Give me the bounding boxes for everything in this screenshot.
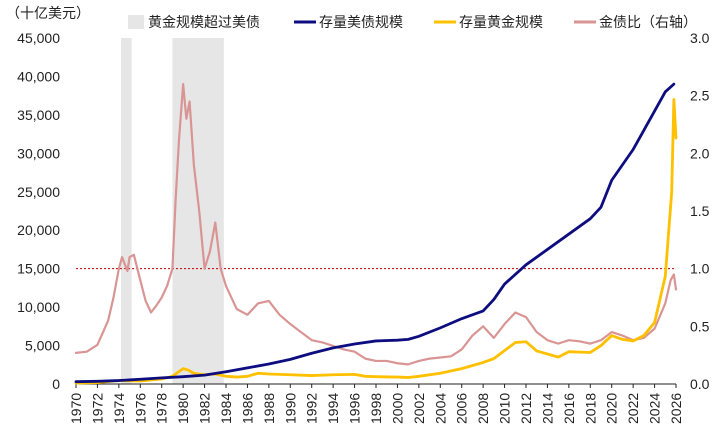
x-tick-label: 2012	[518, 393, 534, 424]
series-line-gold	[74, 98, 678, 385]
right-tick-label: 2.0	[690, 145, 710, 161]
left-tick-label: 5,000	[25, 338, 60, 354]
right-tick-label: 0.0	[690, 376, 710, 392]
x-ticks: 1970 1972 1974 1976 1978 1980 1982 1984 1986 1988…	[68, 384, 684, 424]
legend-shade-swatch	[128, 15, 144, 29]
left-tick-label: 45,000	[17, 30, 60, 46]
x-tick-label: 1978	[154, 393, 170, 424]
x-tick-label: 2008	[475, 393, 491, 424]
x-tick-label: 2006	[454, 393, 470, 424]
x-tick-label: 2026	[668, 393, 684, 424]
right-tick-label: 1.0	[690, 261, 710, 277]
x-tick-label: 2010	[497, 393, 513, 424]
left-tick-label: 25,000	[17, 184, 60, 200]
right-tick-label: 3.0	[690, 30, 710, 46]
right-tick-label: 2.5	[690, 88, 710, 104]
left-tick-label: 20,000	[17, 222, 60, 238]
x-tick-label: 1998	[368, 393, 384, 424]
x-tick-label: 2020	[604, 393, 620, 424]
shaded-periods	[121, 38, 224, 384]
right-ticks: 0.0 0.5 1.0 1.5 2.0 2.5 3.0	[690, 30, 710, 392]
x-tick-label: 1984	[218, 393, 234, 424]
x-tick-label: 1986	[239, 393, 255, 424]
x-tick-label: 1972	[89, 393, 105, 424]
x-tick-label: 2022	[625, 393, 641, 424]
series-line-treasury	[74, 82, 676, 384]
left-axis-unit-label: （十亿美元）	[6, 6, 90, 22]
x-tick-label: 1994	[325, 393, 341, 424]
left-tick-label: 0	[52, 376, 60, 392]
legend: 黄金规模超过美债 存量美债规模 存量黄金规模 金债比（右轴）	[128, 14, 697, 31]
left-tick-label: 10,000	[17, 299, 60, 315]
left-ticks: 0 5,000 10,000 15,000 20,000 25,000 30,000 35,0…	[17, 30, 60, 392]
x-tick-label: 1988	[261, 393, 277, 424]
x-tick-label: 2014	[539, 393, 555, 424]
x-tick-label: 1982	[197, 393, 213, 424]
series-line-ratio	[74, 83, 678, 366]
x-tick-label: 1970	[68, 393, 84, 424]
left-tick-label: 35,000	[17, 107, 60, 123]
left-tick-label: 30,000	[17, 145, 60, 161]
x-tick-label: 1976	[132, 393, 148, 424]
right-tick-label: 1.5	[690, 203, 710, 219]
x-tick-label: 1990	[282, 393, 298, 424]
x-tick-label: 1996	[347, 393, 363, 424]
left-tick-label: 15,000	[17, 261, 60, 277]
x-tick-label: 1980	[175, 393, 191, 424]
legend-ratio-label: 金债比（右轴）	[599, 15, 697, 31]
x-tick-label: 1992	[304, 393, 320, 424]
left-tick-label: 40,000	[17, 68, 60, 84]
shaded-period-0	[121, 38, 132, 384]
legend-shade-label: 黄金规模超过美债	[148, 14, 260, 31]
legend-gold-label: 存量黄金规模	[459, 14, 543, 31]
x-tick-label: 2000	[389, 393, 405, 424]
x-tick-label: 2024	[647, 393, 663, 424]
right-tick-label: 0.5	[690, 318, 710, 334]
x-tick-label: 1974	[111, 393, 127, 424]
x-tick-label: 2002	[411, 393, 427, 424]
x-tick-label: 2018	[582, 393, 598, 424]
series-lines	[74, 82, 678, 385]
legend-treasury-label: 存量美债规模	[319, 15, 403, 31]
x-tick-label: 2004	[432, 393, 448, 424]
x-tick-label: 2016	[561, 393, 577, 424]
